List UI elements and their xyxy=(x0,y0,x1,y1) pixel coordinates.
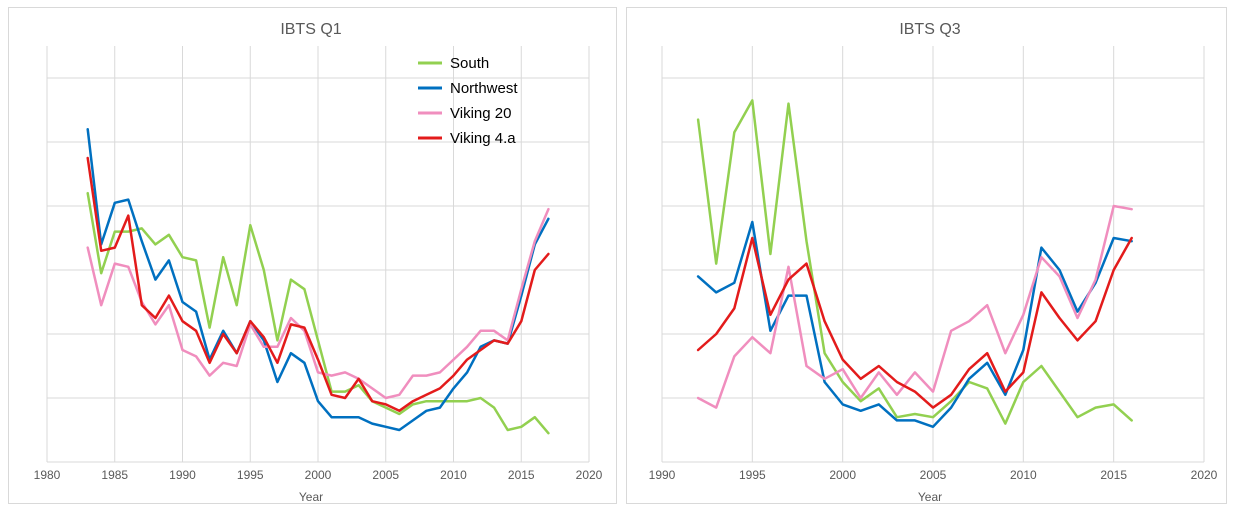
panel-q3: IBTS Q3 Year 1990 1995 2000 2005 2010 2015 202… xyxy=(649,21,1218,504)
x-axis-label: Year xyxy=(299,490,323,504)
panel-q1-frame xyxy=(8,7,617,504)
x-axis-label: Year xyxy=(918,490,942,504)
x-tick-label: 1995 xyxy=(739,468,766,482)
series-line-viking-20 xyxy=(696,204,1133,409)
grid-lines xyxy=(661,46,1205,463)
x-tick-label: 1980 xyxy=(34,468,61,482)
x-tick-label: 2010 xyxy=(440,468,467,482)
series-line-viking-4-a xyxy=(86,156,550,413)
legend-label-viking-4a: Viking 4.a xyxy=(450,130,516,147)
series-line-viking-4-a xyxy=(696,236,1133,409)
series-line-south xyxy=(696,99,1133,425)
x-tick-labels: 1990 1995 2000 2005 2010 2015 2020 xyxy=(649,468,1218,482)
legend-label-northwest: Northwest xyxy=(450,80,518,97)
x-tick-label: 2020 xyxy=(576,468,603,482)
x-tick-label: 2000 xyxy=(829,468,856,482)
x-tick-label: 2005 xyxy=(920,468,947,482)
panel-q3-frame xyxy=(626,7,1227,504)
legend-label-south: South xyxy=(450,55,489,72)
series-line-northwest xyxy=(696,220,1133,429)
x-tick-label: 2000 xyxy=(305,468,332,482)
legend: South Northwest Viking 20 Viking 4.a xyxy=(418,55,518,147)
series-lines xyxy=(696,99,1133,429)
x-tick-label: 1985 xyxy=(101,468,128,482)
x-tick-label: 2005 xyxy=(372,468,399,482)
x-tick-label: 1995 xyxy=(237,468,264,482)
series-lines xyxy=(86,127,550,435)
x-tick-label: 2010 xyxy=(1010,468,1037,482)
chart-title: IBTS Q3 xyxy=(899,21,960,38)
x-tick-label: 1990 xyxy=(649,468,676,482)
series-line-northwest xyxy=(86,127,550,432)
series-line-south xyxy=(86,191,550,435)
series-line-viking-20 xyxy=(86,207,550,400)
x-tick-labels: 1980 1985 1990 1995 2000 2005 2010 2015 2020 xyxy=(34,468,603,482)
chart-title: IBTS Q1 xyxy=(280,21,341,38)
legend-label-viking-20: Viking 20 xyxy=(450,105,511,122)
panel-q1: IBTS Q1 Year 1980 1985 1990 1995 2000 2005 201… xyxy=(34,21,603,504)
x-tick-label: 2020 xyxy=(1191,468,1218,482)
x-tick-label: 2015 xyxy=(1100,468,1127,482)
x-tick-label: 2015 xyxy=(508,468,535,482)
x-tick-label: 1990 xyxy=(169,468,196,482)
